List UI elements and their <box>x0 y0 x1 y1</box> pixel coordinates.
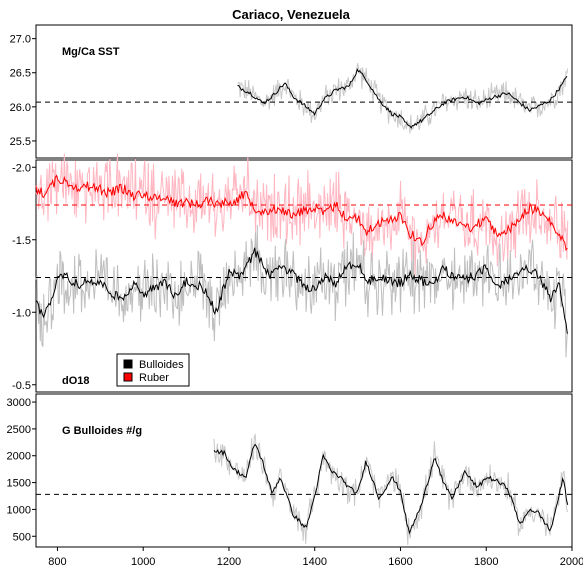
y-tick-label: 500 <box>13 531 31 543</box>
y-tick-label: 27.0 <box>10 34 31 46</box>
raw-series-line <box>35 153 569 276</box>
y-tick-label: 26.5 <box>10 68 31 80</box>
panel-label: Mg/Ca SST <box>62 46 120 58</box>
raw-series-line <box>213 432 568 546</box>
panel-frame <box>35 24 573 159</box>
smooth-series-line <box>213 443 569 535</box>
y-tick-label: 3000 <box>7 397 31 409</box>
x-tick-label: 1200 <box>217 556 241 568</box>
x-tick-label: 800 <box>48 556 66 568</box>
panel-frame <box>35 159 573 393</box>
x-tick-label: 1600 <box>388 556 412 568</box>
chart-title: Cariaco, Venezuela <box>232 7 351 22</box>
panel-mgca-sst: Mg/Ca SST 25.5 26.0 26.5 27.0 <box>10 24 573 159</box>
panel-do18: dO18 Bulloides Ruber -2.0 -1.5 -1.0 -0.5 <box>12 153 573 393</box>
y-tick-label: 2500 <box>7 424 31 436</box>
legend-label-bulloides: Bulloides <box>139 359 184 371</box>
y-tick-label: 25.5 <box>10 136 31 148</box>
raw-series-line <box>237 63 569 134</box>
y-tick-label: -2.0 <box>12 162 31 174</box>
y-tick-label: 1000 <box>7 504 31 516</box>
legend-label-ruber: Ruber <box>139 372 169 384</box>
smooth-series-line <box>35 174 568 252</box>
panel-label: G Bulloides #/g <box>62 425 142 437</box>
y-tick-label: 1500 <box>7 478 31 490</box>
legend-swatch-ruber <box>123 372 133 382</box>
legend: Bulloides Ruber <box>116 353 190 387</box>
legend-swatch-bulloides <box>123 359 133 369</box>
x-tick-label: 2000 <box>560 556 583 568</box>
y-tick-label: -0.5 <box>12 380 31 392</box>
y-tick-label: -1.5 <box>12 235 31 247</box>
x-tick-label: 1800 <box>474 556 498 568</box>
raw-series-line <box>35 224 569 358</box>
panel-frame <box>35 393 573 548</box>
smooth-series-line <box>237 67 568 129</box>
y-tick-label: 26.0 <box>10 102 31 114</box>
y-tick-label: -1.0 <box>12 307 31 319</box>
x-tick-label: 1000 <box>131 556 155 568</box>
panel-g-bulloides: G Bulloides #/g 500 1000 1500 2000 2500 3000 <box>7 393 573 548</box>
x-tick-label: 1400 <box>302 556 326 568</box>
y-tick-label: 2000 <box>7 451 31 463</box>
panel-label: dO18 <box>62 375 90 387</box>
x-axis: 800 1000 1200 1400 1600 1800 2000 <box>48 547 583 568</box>
smooth-series-line <box>35 247 568 334</box>
